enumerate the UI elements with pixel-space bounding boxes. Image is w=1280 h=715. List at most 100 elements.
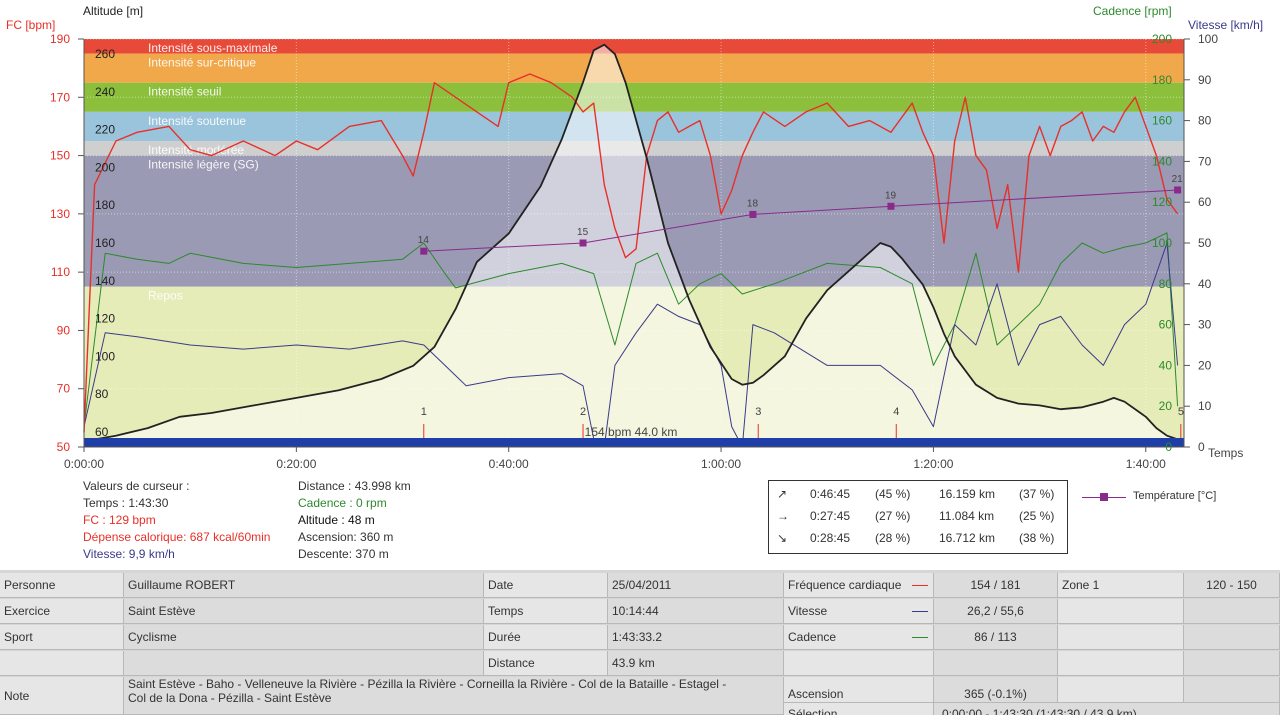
altitude-tick-label: 60 xyxy=(95,425,109,439)
empty-zone-value-5 xyxy=(1184,677,1280,703)
time-tick-label: 1:20:00 xyxy=(913,457,953,471)
altitude-tick-label: 160 xyxy=(95,236,115,250)
speed-tick-label: 60 xyxy=(1198,195,1212,209)
note-line-1: Saint Estève - Baho - Velleneuve la Rivi… xyxy=(128,677,727,691)
segment-distance-pct: (37 %) xyxy=(1019,487,1055,501)
ascent-value: 365 (-0.1%) xyxy=(934,677,1058,703)
altitude-tick-label: 140 xyxy=(95,274,115,288)
summary-label: 154 bpm 44.0 km xyxy=(585,425,678,439)
lap-label: 3 xyxy=(755,406,761,418)
selection-label: Sélection xyxy=(784,703,934,715)
empty-zone-value-4 xyxy=(1184,651,1280,676)
empty-zone-value-2 xyxy=(1184,599,1280,624)
altitude-area xyxy=(84,44,1178,447)
segment-row-flat: → 0:27:45 (27 %) 11.084 km (25 %) xyxy=(769,509,1067,529)
zone-band xyxy=(84,53,1184,83)
cadence-axis-title: Cadence [rpm] xyxy=(1093,4,1172,18)
altitude-tick-label: 120 xyxy=(95,312,115,326)
cadence-label: Cadence xyxy=(784,625,934,650)
fc-tick-label: 90 xyxy=(57,323,71,337)
segment-distance: 16.159 km xyxy=(939,487,996,501)
segment-distance: 16.712 km xyxy=(939,531,996,545)
cadence-tick-label: 120 xyxy=(1152,195,1172,209)
cursor-cadence: Cadence : 0 rpm xyxy=(298,496,387,510)
speed-tick-label: 40 xyxy=(1198,277,1212,291)
altitude-axis-title: Altitude [m] xyxy=(83,4,144,18)
zone-band xyxy=(84,39,1184,54)
fc-tick-label: 110 xyxy=(51,265,70,279)
empty-value-2 xyxy=(934,651,1058,676)
date-label: Date xyxy=(484,573,608,598)
exercise-label: Exercice xyxy=(0,599,124,624)
speed-tick-label: 100 xyxy=(1198,32,1218,46)
segment-distance-pct: (25 %) xyxy=(1019,509,1055,523)
temperature-point xyxy=(887,202,895,210)
zone-label: Intensité modérée xyxy=(148,143,244,157)
cadence-tick-label: 140 xyxy=(1152,154,1172,168)
temperature-point-label: 19 xyxy=(885,190,897,201)
cadence-swatch xyxy=(912,637,928,638)
time-tick-label: 0:40:00 xyxy=(489,457,529,471)
time-tick-label: 1:40:00 xyxy=(1126,457,1166,471)
cadence-tick-label: 40 xyxy=(1159,358,1173,372)
distance-value: 43.9 km xyxy=(608,651,784,676)
segment-distance: 11.084 km xyxy=(939,509,995,523)
cursor-altitude: Altitude : 48 m xyxy=(298,513,375,527)
duration-value: 1:43:33.2 xyxy=(608,625,784,650)
time-tick-label: 0:20:00 xyxy=(276,457,316,471)
cursor-speed: Vitesse: 9,9 km/h xyxy=(83,547,175,561)
zone-label: Intensité sur-critique xyxy=(148,56,256,70)
empty-zone-label-5 xyxy=(1058,677,1184,703)
session-info-table: Personne Guillaume ROBERT Exercice Saint… xyxy=(0,570,1280,715)
sport-value: Cyclisme xyxy=(124,625,484,650)
empty-zone-label-4 xyxy=(1058,651,1184,676)
segment-time: 0:28:45 xyxy=(810,531,851,545)
time-value: 10:14:44 xyxy=(608,599,784,624)
speed-swatch xyxy=(912,611,928,612)
legend-marker-icon xyxy=(1100,493,1108,501)
vitesse-axis-title: Vitesse [km/h] xyxy=(1188,18,1264,32)
lap-label: 4 xyxy=(893,406,899,418)
heart-rate-swatch xyxy=(912,585,928,586)
note-value: Saint Estève - Baho - Velleneuve la Rivi… xyxy=(124,677,784,715)
fc-tick-label: 190 xyxy=(50,32,70,46)
duration-label: Durée xyxy=(484,625,608,650)
altitude-tick-label: 260 xyxy=(95,47,115,61)
time-tick-label: 0:00:00 xyxy=(64,457,104,471)
segment-distance-pct: (38 %) xyxy=(1019,531,1055,545)
segment-time: 0:27:45 xyxy=(810,509,851,523)
temperature-point xyxy=(749,210,757,218)
note-label: Note xyxy=(0,677,124,715)
cursor-calories: Dépense calorique: 687 kcal/60min xyxy=(83,530,271,544)
time-label: Temps xyxy=(484,599,608,624)
cursor-title: Valeurs de curseur : xyxy=(83,479,190,493)
speed-tick-label: 50 xyxy=(1198,236,1212,250)
cadence-line xyxy=(83,232,1179,427)
note-line-2: Col de la Dona - Pézilla - Saint Estève xyxy=(128,691,332,705)
cadence-tick-label: 60 xyxy=(1159,318,1173,332)
cursor-time: Temps : 1:43:30 xyxy=(83,496,169,510)
zone-label: Intensité sous-maximale xyxy=(148,41,278,55)
cursor-distance: Distance : 43.998 km xyxy=(298,479,411,493)
speed-tick-label: 0 xyxy=(1198,440,1205,454)
cursor-values-panel: Valeurs de curseur : Temps : 1:43:30 FC … xyxy=(83,478,270,563)
zone-label: Intensité soutenue xyxy=(148,114,246,128)
fc-tick-label: 170 xyxy=(50,90,70,104)
temperature-point xyxy=(420,247,428,255)
temperature-point xyxy=(579,239,587,247)
segment-row-up: ↗ 0:46:45 (45 %) 16.159 km (37 %) xyxy=(769,487,1067,507)
heart-rate-line xyxy=(83,73,1179,433)
fc-tick-label: 150 xyxy=(50,149,70,163)
segment-row-down: ↘ 0:28:45 (28 %) 16.712 km (38 %) xyxy=(769,531,1067,551)
segment-time-pct: (45 %) xyxy=(875,487,911,501)
sport-label: Sport xyxy=(0,625,124,650)
zone-label: Intensité seuil xyxy=(148,85,221,99)
temperature-point-label: 15 xyxy=(577,227,589,238)
temperature-point-label: 14 xyxy=(418,235,430,246)
cursor-ascent: Ascension: 360 m xyxy=(298,530,394,544)
fc-tick-label: 50 xyxy=(57,440,71,454)
temperature-point xyxy=(1174,186,1182,194)
axes: 5070901101301501701906080100120140160180… xyxy=(50,32,1218,471)
